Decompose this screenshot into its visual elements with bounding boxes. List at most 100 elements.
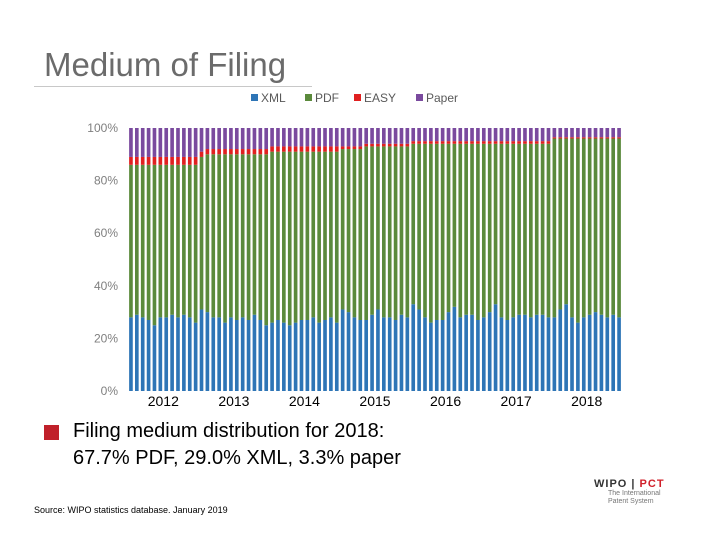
bar-segment-paper — [564, 128, 568, 138]
bar-segment-xml — [152, 325, 157, 391]
bar-segment-xml — [246, 319, 251, 391]
bar-segment-xml — [529, 317, 533, 391]
bar-segment-easy — [393, 143, 398, 147]
bar-segment-xml — [387, 317, 392, 391]
bar-segment-easy — [293, 146, 298, 152]
bar-segment-paper — [199, 128, 204, 152]
y-tick-label: 100% — [87, 121, 118, 135]
bar-segment-xml — [423, 317, 427, 391]
bar-segment-paper — [511, 128, 516, 142]
bar-segment-paper — [481, 128, 486, 142]
bar-segment-paper — [387, 128, 392, 144]
bar-segment-pdf — [317, 151, 321, 323]
bar-segment-pdf — [593, 138, 598, 313]
bar-segment-pdf — [411, 143, 416, 305]
bar-segment-pdf — [211, 154, 216, 318]
bar-segment-paper — [546, 128, 551, 142]
bar-segment-pdf — [558, 138, 563, 310]
bar-segment-paper — [446, 128, 451, 142]
bar-segment-paper — [334, 128, 339, 147]
bar-segment-easy — [211, 149, 216, 155]
bar-segment-pdf — [417, 143, 421, 310]
bar-segment-paper — [135, 128, 139, 157]
bar-segment-pdf — [581, 138, 586, 318]
bar-segment-xml — [617, 317, 621, 391]
bar-segment-xml — [282, 322, 286, 391]
bar-segment-paper — [534, 128, 539, 142]
bar-segment-paper — [323, 128, 327, 147]
bar-segment-easy — [164, 156, 169, 165]
bar-segment-paper — [370, 128, 374, 144]
bar-segment-easy — [605, 137, 610, 139]
bar-segment-pdf — [287, 151, 292, 326]
bar-segment-pdf — [376, 146, 380, 310]
bar-segment-xml — [240, 317, 245, 391]
bar-segment-easy — [576, 137, 580, 139]
legend-swatch-xml — [251, 94, 258, 101]
bar-segment-pdf — [164, 164, 169, 318]
bar-segment-pdf — [199, 156, 204, 310]
bar-segment-easy — [399, 143, 404, 147]
bar-segment-easy — [364, 143, 369, 147]
bar-segment-xml — [229, 317, 233, 391]
bar-segment-xml — [434, 319, 439, 391]
bar-segment-pdf — [440, 143, 445, 320]
y-tick-label: 80% — [94, 174, 118, 188]
bar-segment-xml — [364, 319, 369, 391]
bar-segment-pdf — [135, 164, 139, 315]
bar-segment-xml — [234, 319, 239, 391]
bar-segment-pdf — [617, 138, 621, 318]
bar-segment-easy — [452, 141, 457, 144]
bar-segment-xml — [293, 322, 298, 391]
bar-segment-easy — [229, 149, 233, 155]
y-tick-label: 0% — [101, 384, 119, 398]
bar-segment-easy — [140, 156, 145, 165]
bar-segment-paper — [240, 128, 245, 150]
bar-segment-easy — [199, 151, 204, 157]
bar-segment-xml — [217, 317, 221, 391]
bar-segment-pdf — [146, 164, 151, 320]
x-tick-label: 2014 — [289, 393, 320, 409]
bar-segment-pdf — [429, 143, 433, 323]
bar-segment-pdf — [346, 149, 351, 313]
bar-segment-xml — [264, 325, 269, 391]
bar-segment-easy — [223, 149, 227, 155]
y-tick-label: 60% — [94, 226, 118, 240]
bar-segment-easy — [317, 146, 321, 152]
bar-segment-easy — [323, 146, 327, 152]
bar-segment-easy — [311, 146, 316, 152]
bar-segment-paper — [193, 128, 198, 157]
bar-segment-xml — [382, 317, 386, 391]
bar-segment-xml — [511, 317, 516, 391]
bar-segment-pdf — [223, 154, 227, 323]
bar-segment-xml — [129, 317, 133, 391]
bar-segment-xml — [470, 314, 474, 391]
bar-segment-paper — [611, 128, 616, 138]
bar-segment-easy — [440, 141, 445, 144]
bar-segment-pdf — [529, 143, 533, 318]
bar-segment-easy — [182, 156, 186, 165]
bar-segment-xml — [576, 322, 580, 391]
bar-segment-xml — [323, 319, 327, 391]
bar-segment-paper — [270, 128, 274, 147]
legend-swatch-pdf — [305, 94, 312, 101]
bar-segment-easy — [493, 141, 498, 144]
logo-wipo: WIPO — [594, 478, 628, 490]
bar-segment-easy — [340, 146, 345, 150]
bar-segment-paper — [317, 128, 321, 147]
bar-segment-pdf — [511, 143, 516, 318]
bar-segment-easy — [464, 141, 468, 144]
bar-segment-xml — [464, 314, 468, 391]
bar-segment-paper — [434, 128, 439, 142]
bar-segment-pdf — [334, 151, 339, 323]
bar-segment-xml — [135, 314, 139, 391]
x-axis: 2012 2013 2014 2015 2016 2017 2018 — [148, 393, 603, 409]
bar-segment-pdf — [187, 164, 192, 318]
bar-segment-xml — [305, 319, 310, 391]
bar-segment-easy — [270, 146, 274, 152]
bar-segment-easy — [458, 141, 463, 144]
bar-segment-pdf — [458, 143, 463, 318]
bar-segment-paper — [364, 128, 369, 144]
bar-segment-xml — [276, 319, 280, 391]
legend-swatch-paper — [416, 94, 423, 101]
